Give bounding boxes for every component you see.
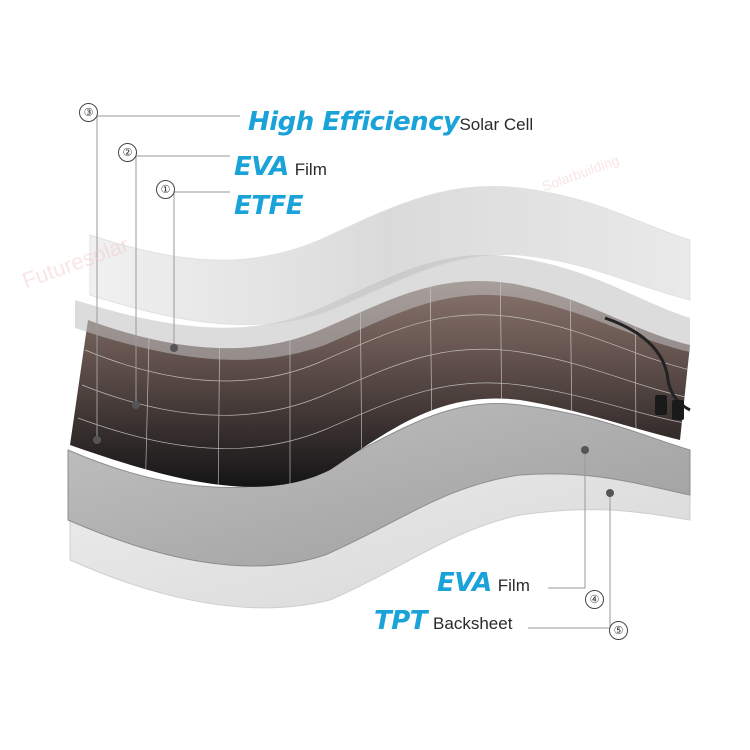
label-rest: Film (497, 576, 530, 595)
label-bold: ETFE (234, 191, 304, 221)
marker-1: ① (156, 180, 175, 199)
label-eva-film-top: EVA Film (234, 154, 327, 180)
label-etfe: ETFE (234, 191, 304, 221)
junction-box (604, 316, 691, 412)
eva-film-upper-layer (75, 254, 690, 360)
label-eva-film-bottom: EVA Film (437, 570, 530, 596)
label-rest: Film (294, 160, 327, 179)
leader-dots-bottom (581, 446, 614, 497)
marker-2: ② (118, 143, 137, 162)
solar-cell-layer (70, 281, 690, 487)
marker-5: ⑤ (609, 621, 628, 640)
marker-3: ③ (79, 103, 98, 122)
leader-lines-top (96, 115, 240, 440)
label-high-efficiency-solar-cell: High EfficiencySolar Cell (248, 109, 533, 135)
connector (655, 395, 667, 415)
label-rest: Backsheet (433, 614, 513, 633)
etfe-layer (89, 186, 691, 326)
label-bold: EVA (234, 152, 289, 182)
leader-dots-top (93, 344, 178, 444)
label-tpt-backsheet: TPT Backsheet (374, 608, 512, 634)
label-bold: High Efficiency (248, 107, 460, 137)
label-bold: EVA (437, 568, 492, 598)
connector (672, 400, 684, 420)
marker-4: ④ (585, 590, 604, 609)
label-rest: Solar Cell (459, 115, 534, 134)
label-bold: TPT (374, 606, 428, 636)
